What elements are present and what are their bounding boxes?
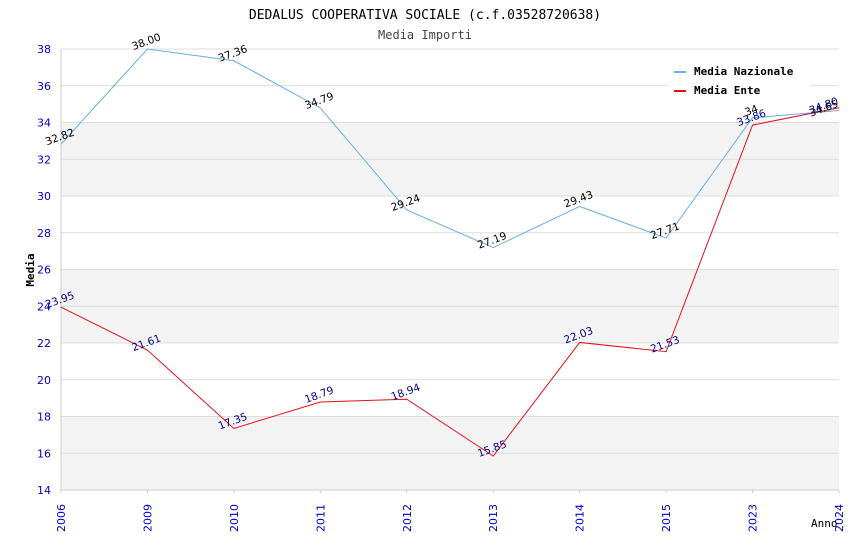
plot-band <box>61 416 839 454</box>
data-point <box>492 247 494 249</box>
data-label: 18.94 <box>390 382 423 404</box>
data-label: 27.19 <box>476 230 508 252</box>
data-point <box>406 209 408 211</box>
x-axis-label: Anno <box>811 517 838 530</box>
legend-box <box>668 59 811 101</box>
y-tick-label: 36 <box>37 80 51 93</box>
y-tick-label: 28 <box>37 227 51 240</box>
y-tick-label: 20 <box>37 374 51 387</box>
series-line-media-ente <box>60 107 840 457</box>
data-point <box>146 349 148 351</box>
y-tick-label: 18 <box>37 411 51 424</box>
plot-band <box>61 269 839 307</box>
y-tick-label: 34 <box>37 117 51 130</box>
data-point <box>319 401 321 403</box>
data-point <box>752 124 754 126</box>
x-tick-label: 2012 <box>401 504 414 532</box>
data-point <box>665 351 667 353</box>
data-point <box>319 107 321 109</box>
data-label: 34.79 <box>303 90 335 112</box>
x-tick-label: 2015 <box>660 504 673 532</box>
data-point <box>752 117 754 119</box>
x-tick-label: 2013 <box>487 504 500 532</box>
x-tick-label: 2010 <box>228 504 241 532</box>
data-point <box>579 205 581 207</box>
data-point <box>838 110 840 112</box>
legend-label-media-ente: Media Ente <box>694 84 761 97</box>
x-tick-label: 2011 <box>314 504 327 532</box>
data-point <box>492 455 494 457</box>
data-label: 27.71 <box>649 220 681 242</box>
plot-band <box>61 306 839 343</box>
data-point <box>406 398 408 400</box>
legend: Media Nazionale Media Ente <box>668 59 811 101</box>
data-point <box>579 341 581 343</box>
data-point <box>60 143 62 145</box>
y-axis-label: Media <box>24 253 37 286</box>
x-tick-label: 2023 <box>747 504 760 532</box>
data-point <box>233 427 235 429</box>
y-tick-label: 14 <box>37 484 51 497</box>
legend-label-media-nazionale: Media Nazionale <box>694 65 794 78</box>
data-point <box>233 60 235 62</box>
chart-subtitle: Media Importi <box>378 28 472 42</box>
plot-band <box>61 159 839 196</box>
y-axis-ticks: 14 16 18 20 22 24 26 28 30 32 34 36 38 <box>37 43 51 497</box>
y-tick-label: 38 <box>37 43 51 56</box>
plot-background <box>61 122 839 490</box>
y-tick-label: 16 <box>37 447 51 460</box>
y-tick-label: 24 <box>37 300 51 313</box>
plot-band <box>61 122 839 160</box>
data-point <box>665 237 667 239</box>
y-tick-label: 22 <box>37 337 51 350</box>
chart-title: DEDALUS COOPERATIVA SOCIALE (c.f.0352872… <box>249 8 601 23</box>
y-tick-label: 26 <box>37 264 51 277</box>
x-axis-ticks: 2006 2009 2010 2011 2012 2013 2014 2015 2023 2024 <box>55 490 846 532</box>
x-tick-label: 2006 <box>55 504 68 532</box>
y-tick-label: 30 <box>37 190 51 203</box>
data-label: 34 <box>743 103 760 119</box>
x-tick-label: 2024 <box>833 504 846 532</box>
data-label: 37.36 <box>217 43 250 65</box>
y-tick-label: 32 <box>37 153 51 166</box>
series-lines <box>60 48 840 457</box>
data-point <box>146 48 148 50</box>
x-tick-label: 2009 <box>141 504 154 532</box>
series-line-media-nazionale <box>60 48 840 249</box>
x-tick-label: 2014 <box>574 504 587 532</box>
data-point <box>60 306 62 308</box>
data-point <box>838 107 840 109</box>
plot-band <box>61 453 839 490</box>
